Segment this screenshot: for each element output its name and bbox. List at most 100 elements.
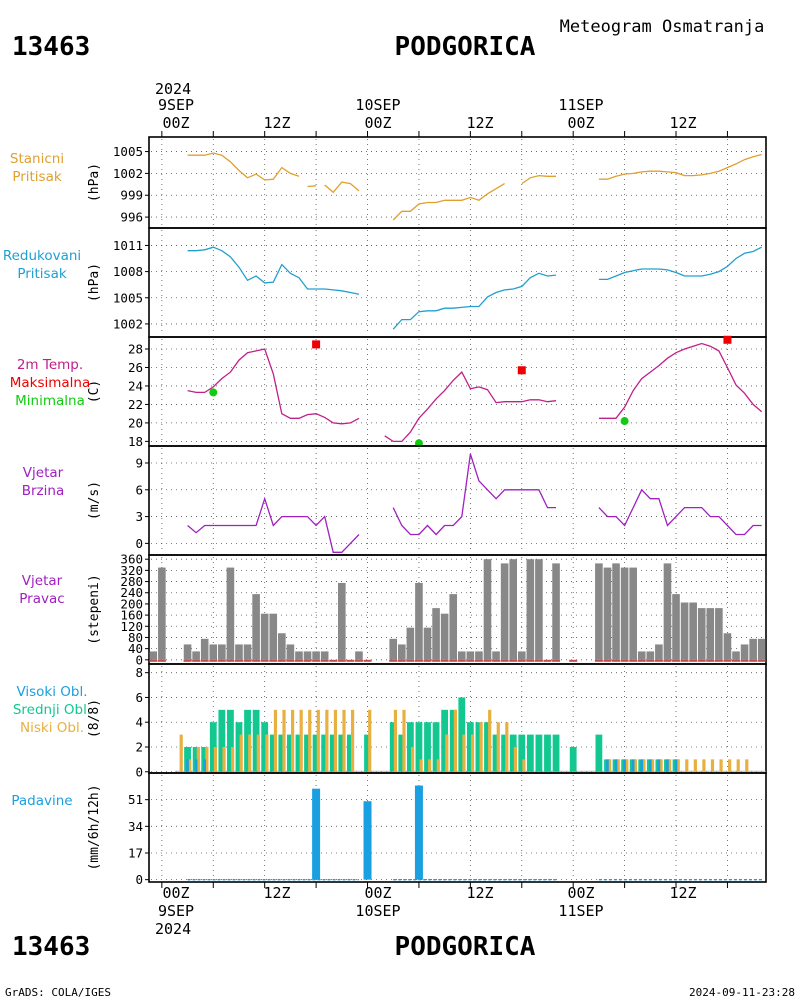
y-tick-label: 1008: [113, 264, 143, 279]
tmax-marker: [517, 366, 526, 375]
wind-direction-bar: [295, 651, 303, 660]
cloud-bar-2: [728, 759, 732, 772]
wind-direction-bar: [278, 633, 286, 660]
cloud-bar-2: [668, 759, 672, 772]
cloud-bar-2: [350, 709, 355, 772]
cloud-bar-1: [441, 709, 449, 772]
cloud-bar-2: [428, 759, 432, 772]
wind-direction-bar: [218, 644, 226, 660]
cloud-bar-1: [389, 722, 397, 772]
cloud-bar-2: [719, 759, 723, 772]
bottom-date-label-2: 10SEP: [355, 902, 400, 920]
bottom-year-label: 2024: [155, 920, 191, 938]
panel-label-line: Visoki Obl.: [16, 684, 87, 700]
wind-direction-bar: [235, 644, 243, 660]
cloud-bar-2: [642, 759, 646, 772]
panel-label-line: Vjetar: [23, 465, 64, 481]
wind-direction-bar: [200, 638, 209, 660]
cloud-bar-1: [329, 734, 337, 772]
bottom-time-axis: 00Z 12Z 00Z 12Z 00Z 12Z 9SEP 10SEP 11SEP…: [155, 884, 697, 938]
panel-label-line: Vjetar: [22, 573, 63, 589]
cloud-bar-1: [509, 734, 517, 772]
y-tick-label: 18: [128, 434, 143, 449]
station-name-bottom: PODGORICA: [395, 932, 536, 962]
top-hour-label-5: 00Z: [567, 114, 594, 132]
top-hour-label-4: 12Z: [466, 114, 493, 132]
y-axis-label: (mm/6h/12h): [87, 784, 102, 870]
y-tick-label: 320: [120, 563, 143, 578]
cloud-bar-2: [676, 759, 680, 772]
y-axis-label: (stepeni): [87, 574, 102, 644]
cloud-bar-1: [295, 734, 303, 772]
wind-direction-bar: [620, 567, 629, 660]
panel-wind_speed: 0 3 6 9 (m/s) Vjetar Brzina: [22, 445, 767, 556]
y-tick-label: 17: [128, 845, 143, 860]
cloud-bar-2: [256, 734, 260, 772]
cloud-bar-1: [244, 709, 251, 772]
cloud-bar-1: [278, 734, 286, 772]
cloud-bar-2: [479, 722, 483, 772]
cloud-bar-2: [650, 759, 655, 772]
cloud-bar-0: [631, 759, 635, 772]
panel-station_pressure: 996 999 1002 1005 (hPa) Stanicni Pritisak: [10, 136, 767, 229]
wind-direction-bar: [637, 651, 646, 660]
cloud-bar-1: [432, 722, 440, 772]
wind-direction-bar: [432, 608, 440, 660]
wind-direction-bar: [697, 608, 706, 660]
series-line-station_pressure: [324, 181, 360, 194]
cloud-bar-2: [453, 709, 458, 772]
series-line-station_pressure: [392, 183, 505, 221]
wind-direction-bar: [457, 651, 466, 660]
y-tick-label: 1002: [113, 316, 143, 331]
panel-label-line: Pritisak: [17, 266, 67, 282]
y-axis-label: (hPa): [87, 163, 102, 202]
wind-direction-bar: [252, 594, 260, 660]
series-line-wind_speed: [392, 453, 556, 536]
cloud-bar-1: [364, 734, 371, 772]
cloud-bar-1: [261, 722, 269, 772]
y-tick-label: 996: [120, 210, 143, 225]
cloud-bar-2: [308, 709, 312, 772]
cloud-bar-2: [436, 759, 440, 772]
wind-direction-bar: [158, 567, 166, 660]
cloud-bar-2: [702, 759, 706, 772]
wind-direction-bar: [492, 651, 500, 660]
wind-direction-bar: [183, 644, 192, 660]
cloud-bar-0: [649, 759, 652, 772]
cloud-bar-1: [235, 722, 243, 772]
cloud-bar-1: [406, 722, 414, 772]
tmax-marker: [312, 340, 321, 349]
precip-bar: [363, 801, 372, 880]
cloud-bar-1: [518, 734, 526, 772]
wind-direction-bar: [689, 602, 697, 660]
cloud-bar-2: [402, 709, 406, 772]
wind-direction-bar: [397, 644, 406, 660]
cloud-bar-1: [346, 734, 354, 772]
cloud-bar-2: [316, 709, 320, 772]
cloud-bar-0: [203, 759, 207, 772]
cloud-bar-2: [325, 709, 329, 772]
cloud-bar-2: [410, 746, 415, 772]
wind-direction-bar: [672, 594, 680, 660]
cloud-bar-2: [445, 734, 449, 772]
cloud-bar-2: [419, 759, 423, 772]
panel-label-line: Minimalna: [15, 393, 85, 409]
y-tick-label: 3: [135, 509, 143, 524]
wind-direction-bar: [320, 651, 329, 660]
wind-direction-bar: [595, 563, 603, 660]
y-tick-label: 6: [135, 690, 143, 705]
cloud-bar-2: [231, 746, 235, 772]
cloud-bar-1: [286, 734, 294, 772]
station-name-top: PODGORICA: [395, 32, 536, 62]
y-tick-label: 22: [128, 397, 143, 412]
cloud-bar-2: [462, 734, 466, 772]
cloud-bar-2: [342, 709, 346, 772]
bottom-hour-label-3: 00Z: [364, 884, 391, 902]
panel-label-line: Brzina: [22, 483, 64, 499]
top-date-label-1: 9SEP: [158, 96, 194, 114]
timestamp-label: 2024-09-11-23:28: [689, 986, 795, 999]
panel-label-line: Srednji Obl.: [13, 702, 91, 718]
series-line-temperature: [384, 371, 557, 443]
wind-direction-bar: [509, 559, 518, 660]
